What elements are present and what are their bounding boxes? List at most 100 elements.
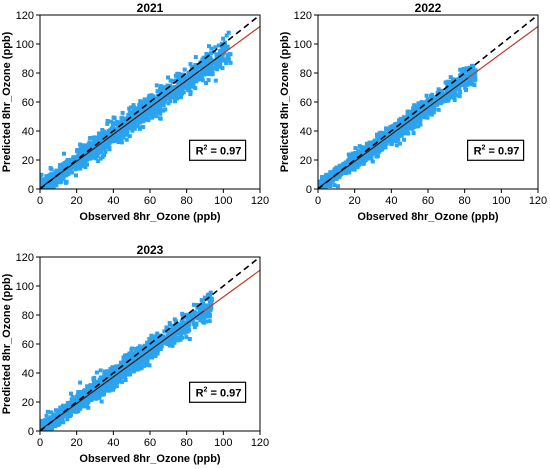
scatter-point	[121, 355, 126, 360]
scatter-point	[122, 365, 127, 370]
scatter-point	[107, 388, 112, 393]
scatter-point	[82, 394, 87, 399]
scatter-point	[43, 186, 48, 189]
scatter-point	[100, 155, 105, 159]
scatter-point	[404, 123, 409, 128]
scatter-point	[194, 322, 199, 327]
y-tick-label: 40	[22, 368, 34, 380]
scatter-point	[81, 163, 86, 168]
scatter-point	[460, 81, 465, 86]
scatter-point	[140, 352, 145, 357]
scatter-point	[63, 164, 68, 168]
scatter-point	[158, 347, 163, 351]
scatter-point	[404, 118, 409, 123]
scatter-point	[65, 417, 70, 422]
scatter-point	[108, 367, 113, 372]
scatter-point	[97, 131, 101, 136]
scatter-point	[221, 36, 226, 41]
scatter-point	[473, 72, 478, 77]
scatter-point	[65, 169, 70, 174]
scatter-point	[228, 52, 233, 57]
scatter-point	[425, 97, 430, 102]
scatter-point	[187, 322, 192, 327]
scatter-point	[216, 59, 221, 63]
scatter-point	[102, 369, 107, 374]
scatter-point	[453, 90, 458, 95]
scatter-point	[364, 141, 369, 146]
scatter-point	[353, 161, 358, 166]
scatter-point	[424, 93, 429, 98]
scatter-point	[213, 45, 218, 50]
scatter-point	[127, 372, 131, 377]
scatter-point	[207, 293, 212, 298]
scatter-point	[458, 90, 463, 94]
scatter-point	[397, 141, 402, 146]
scatter-point	[450, 95, 455, 100]
scatter-point	[114, 137, 119, 142]
scatter-point	[135, 117, 140, 122]
scatter-point	[92, 375, 97, 380]
scatter-point	[148, 343, 153, 348]
scatter-point	[50, 180, 55, 185]
scatter-point	[67, 411, 72, 415]
scatter-point	[330, 171, 335, 176]
scatter-point	[135, 121, 140, 126]
scatter-point	[147, 336, 152, 341]
scatter-point	[443, 80, 448, 85]
scatter-point	[122, 369, 127, 374]
scatter-point	[114, 131, 119, 136]
scatter-point	[86, 405, 91, 410]
scatter-point	[173, 85, 177, 90]
scatter-point	[79, 404, 84, 409]
scatter-point	[85, 162, 89, 167]
scatter-point	[130, 346, 135, 351]
scatter-point	[448, 75, 453, 80]
scatter-point	[201, 55, 206, 60]
scatter-point	[347, 170, 352, 175]
scatter-point	[353, 146, 358, 151]
scatter-point	[216, 43, 221, 48]
scatter-point	[219, 41, 224, 46]
scatter-point	[385, 132, 390, 137]
scatter-point	[41, 431, 45, 435]
scatter-point	[397, 118, 401, 123]
scatter-point	[105, 377, 110, 382]
x-tick-label: 100	[492, 195, 510, 207]
scatter-point	[405, 131, 410, 135]
scatter-point	[44, 177, 49, 182]
scatter-point	[58, 405, 63, 410]
scatter-point	[435, 95, 440, 100]
scatter-point	[436, 107, 441, 112]
scatter-point	[193, 86, 198, 91]
scatter-point	[429, 94, 433, 98]
scatter-point	[137, 120, 142, 125]
scatter-point	[190, 314, 195, 318]
scatter-point	[356, 148, 361, 153]
scatter-point	[91, 390, 96, 395]
scatter-point	[115, 369, 120, 374]
y-tick-label: 40	[22, 126, 34, 138]
scatter-point	[431, 105, 436, 110]
scatter-point	[74, 162, 79, 166]
scatter-point	[144, 348, 149, 353]
scatter-point	[146, 112, 151, 117]
scatter-point	[154, 333, 159, 338]
y-tick-label: 40	[300, 126, 312, 138]
scatter-point	[171, 94, 176, 99]
scatter-point	[392, 134, 397, 139]
scatter-point	[83, 149, 88, 154]
y-tick-label: 120	[294, 10, 312, 22]
scatter-point	[41, 189, 45, 193]
scatter-point	[204, 81, 208, 85]
scatter-point	[378, 130, 383, 135]
scatter-point	[106, 134, 111, 138]
scatter-point	[199, 62, 204, 67]
scatter-point	[152, 346, 157, 351]
scatter-point	[190, 79, 194, 84]
scatter-point	[416, 101, 421, 106]
scatter-point	[379, 138, 384, 143]
scatter-point	[401, 117, 406, 122]
scatter-point	[136, 358, 141, 363]
scatter-point	[357, 162, 362, 167]
